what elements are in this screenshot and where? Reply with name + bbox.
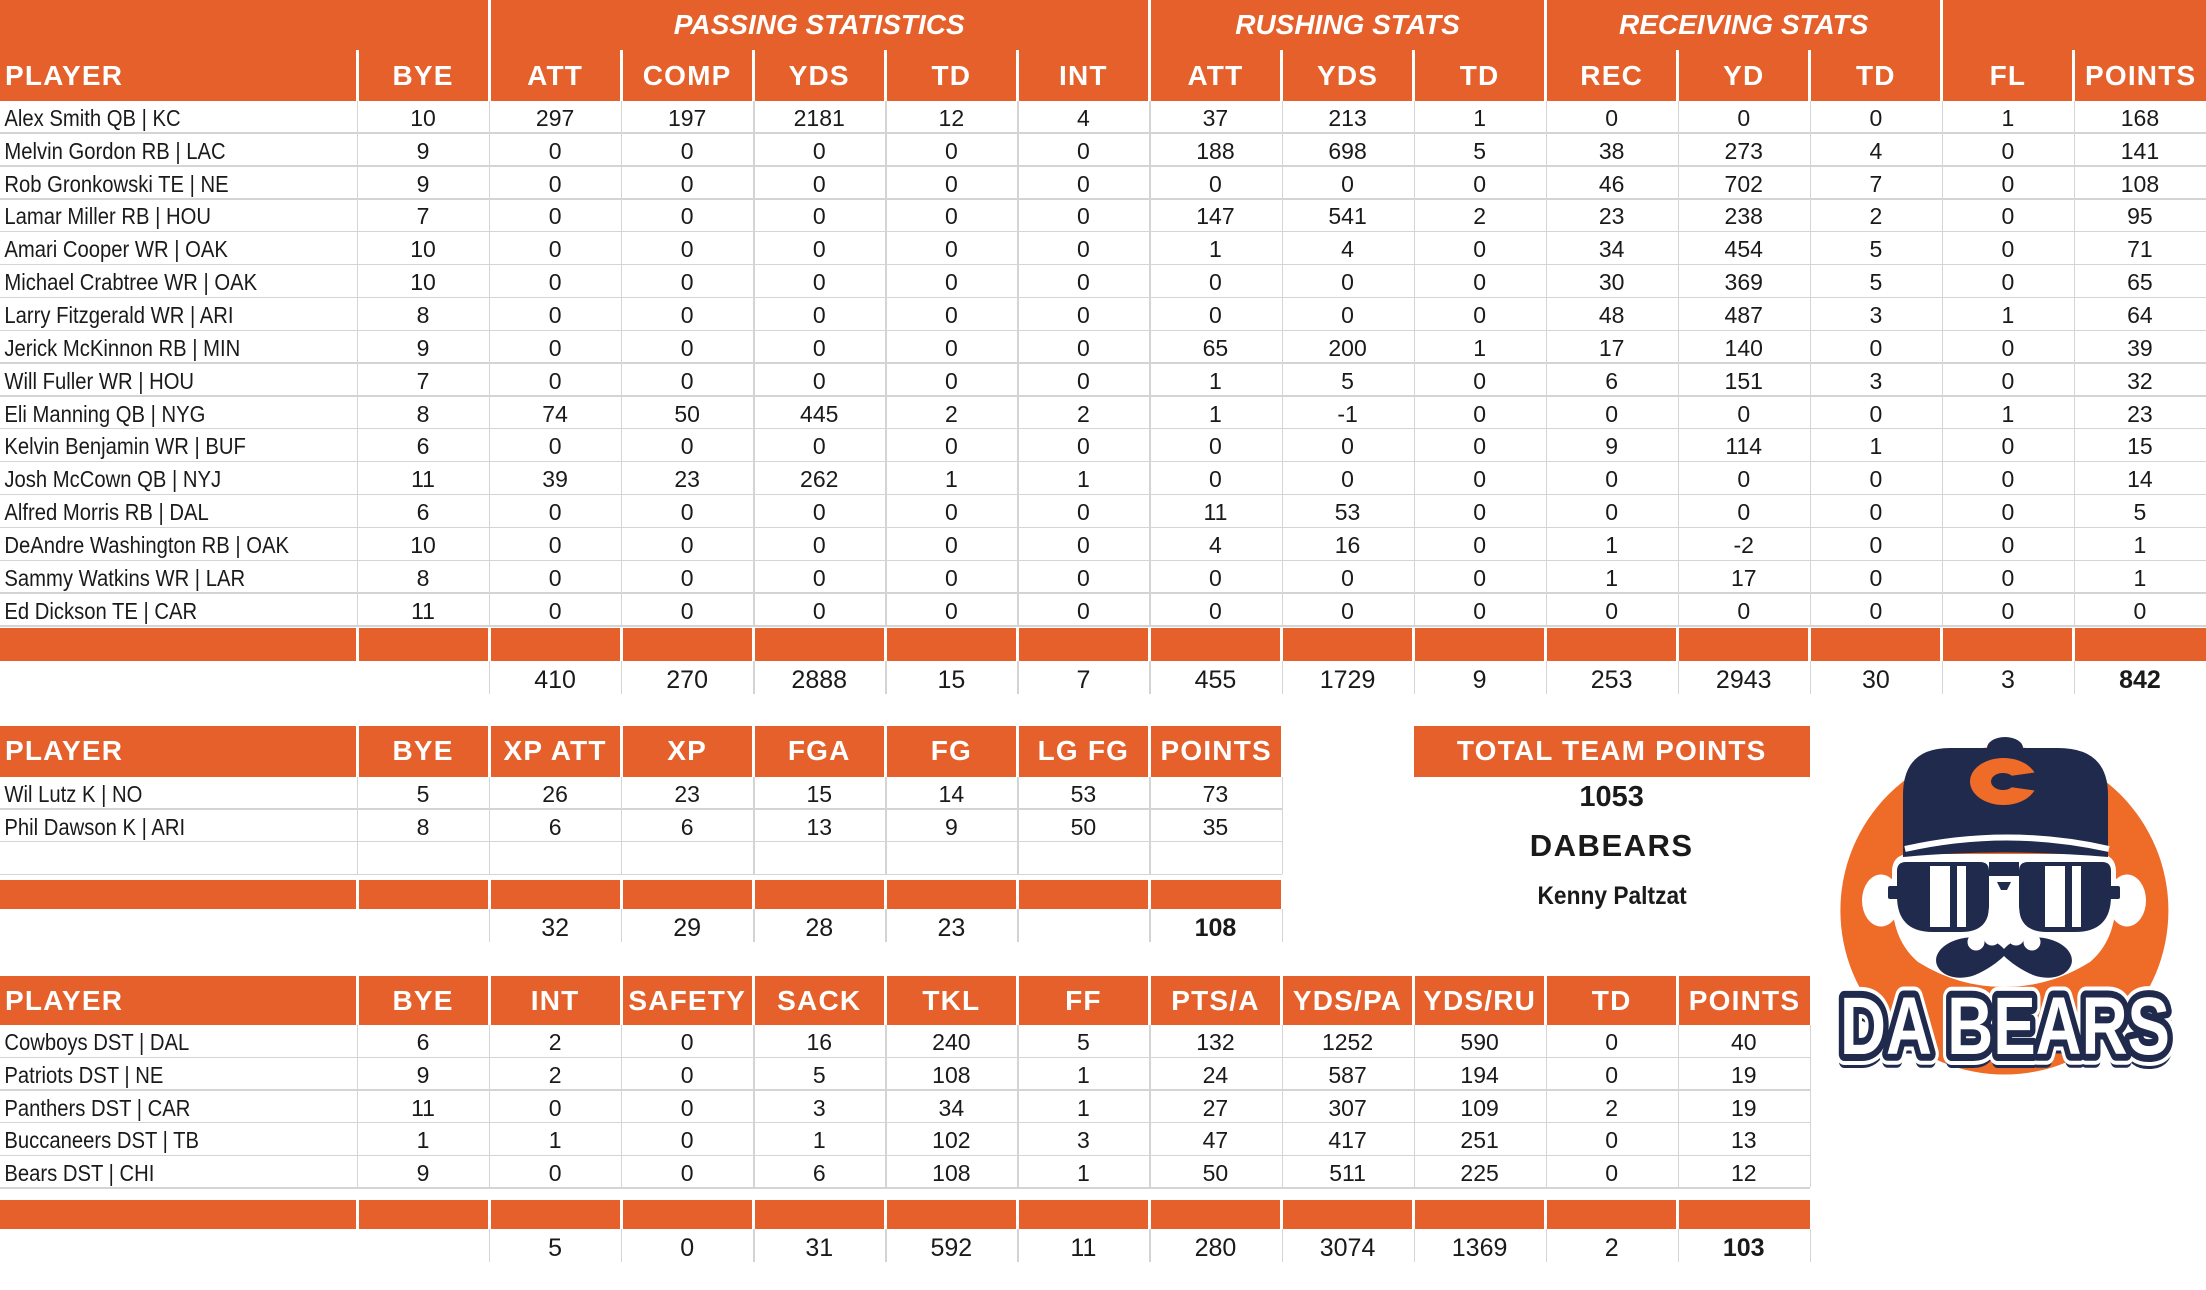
svg-text:DA BEARS: DA BEARS: [1840, 981, 2170, 1072]
svg-text:DA BEARS: DA BEARS: [1840, 988, 2170, 1079]
svg-text:DA BEARS: DA BEARS: [1840, 981, 2170, 1072]
svg-text:DA BEARS: DA BEARS: [1840, 981, 2170, 1072]
